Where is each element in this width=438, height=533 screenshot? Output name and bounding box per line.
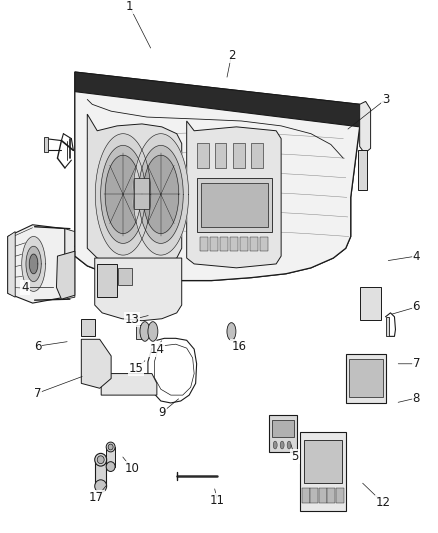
Polygon shape	[187, 121, 281, 268]
Polygon shape	[134, 178, 149, 209]
Polygon shape	[101, 374, 157, 395]
Polygon shape	[133, 134, 189, 255]
Text: 10: 10	[124, 462, 139, 475]
Polygon shape	[101, 146, 145, 244]
Polygon shape	[106, 447, 115, 466]
Ellipse shape	[106, 442, 115, 452]
Polygon shape	[251, 143, 263, 168]
Polygon shape	[210, 237, 218, 251]
Polygon shape	[143, 155, 179, 233]
Polygon shape	[200, 237, 208, 251]
Text: 8: 8	[413, 392, 420, 405]
Text: 2: 2	[228, 49, 235, 62]
Polygon shape	[26, 246, 41, 281]
Polygon shape	[304, 440, 342, 483]
Polygon shape	[95, 460, 106, 486]
Text: 5: 5	[291, 450, 299, 463]
Text: 16: 16	[231, 340, 247, 353]
Circle shape	[273, 441, 277, 449]
Polygon shape	[65, 229, 75, 299]
Polygon shape	[81, 340, 111, 388]
Polygon shape	[105, 155, 141, 233]
Text: 12: 12	[375, 496, 391, 510]
Polygon shape	[136, 325, 142, 340]
Polygon shape	[311, 488, 318, 503]
Polygon shape	[57, 251, 75, 299]
Polygon shape	[8, 225, 65, 303]
Polygon shape	[22, 237, 46, 292]
Polygon shape	[197, 143, 208, 168]
Polygon shape	[75, 72, 365, 127]
Ellipse shape	[108, 444, 113, 450]
Polygon shape	[336, 488, 344, 503]
Circle shape	[140, 322, 150, 341]
Text: 14: 14	[149, 343, 164, 356]
Polygon shape	[75, 92, 360, 280]
Polygon shape	[233, 143, 245, 168]
Polygon shape	[346, 354, 385, 403]
Circle shape	[148, 322, 158, 341]
Polygon shape	[8, 232, 15, 297]
Polygon shape	[197, 178, 272, 232]
Text: 11: 11	[210, 494, 225, 507]
Polygon shape	[349, 359, 382, 397]
Polygon shape	[95, 134, 151, 255]
Polygon shape	[300, 432, 346, 511]
Polygon shape	[138, 146, 183, 244]
Text: 3: 3	[382, 93, 389, 106]
Circle shape	[227, 322, 236, 340]
Polygon shape	[97, 264, 117, 297]
Text: 7: 7	[34, 386, 41, 400]
Polygon shape	[272, 419, 294, 437]
Circle shape	[287, 441, 291, 449]
Polygon shape	[250, 237, 258, 251]
Polygon shape	[385, 317, 389, 336]
Ellipse shape	[97, 456, 104, 464]
Polygon shape	[360, 287, 381, 320]
Text: 17: 17	[89, 491, 104, 504]
Text: 9: 9	[158, 406, 166, 419]
Ellipse shape	[95, 480, 107, 492]
Polygon shape	[118, 268, 132, 286]
Polygon shape	[302, 488, 310, 503]
Polygon shape	[220, 237, 228, 251]
Text: 1: 1	[126, 0, 133, 13]
Polygon shape	[29, 254, 38, 274]
Polygon shape	[43, 136, 47, 152]
Polygon shape	[81, 319, 95, 336]
Polygon shape	[240, 237, 248, 251]
Polygon shape	[269, 415, 297, 452]
Circle shape	[280, 441, 284, 449]
Text: 4: 4	[21, 281, 29, 294]
Text: 6: 6	[34, 340, 41, 353]
Text: 4: 4	[413, 249, 420, 263]
Polygon shape	[319, 488, 327, 503]
Polygon shape	[327, 488, 336, 503]
Text: 13: 13	[124, 313, 139, 326]
Polygon shape	[215, 143, 226, 168]
Polygon shape	[360, 101, 371, 154]
Text: 15: 15	[129, 362, 143, 375]
Polygon shape	[201, 183, 268, 227]
Polygon shape	[230, 237, 238, 251]
Text: 7: 7	[413, 357, 420, 370]
Polygon shape	[75, 72, 360, 280]
Text: 6: 6	[413, 301, 420, 313]
Ellipse shape	[106, 462, 115, 472]
Polygon shape	[87, 114, 182, 266]
Polygon shape	[260, 237, 268, 251]
Polygon shape	[95, 258, 182, 321]
Polygon shape	[358, 150, 367, 190]
Ellipse shape	[95, 454, 107, 466]
